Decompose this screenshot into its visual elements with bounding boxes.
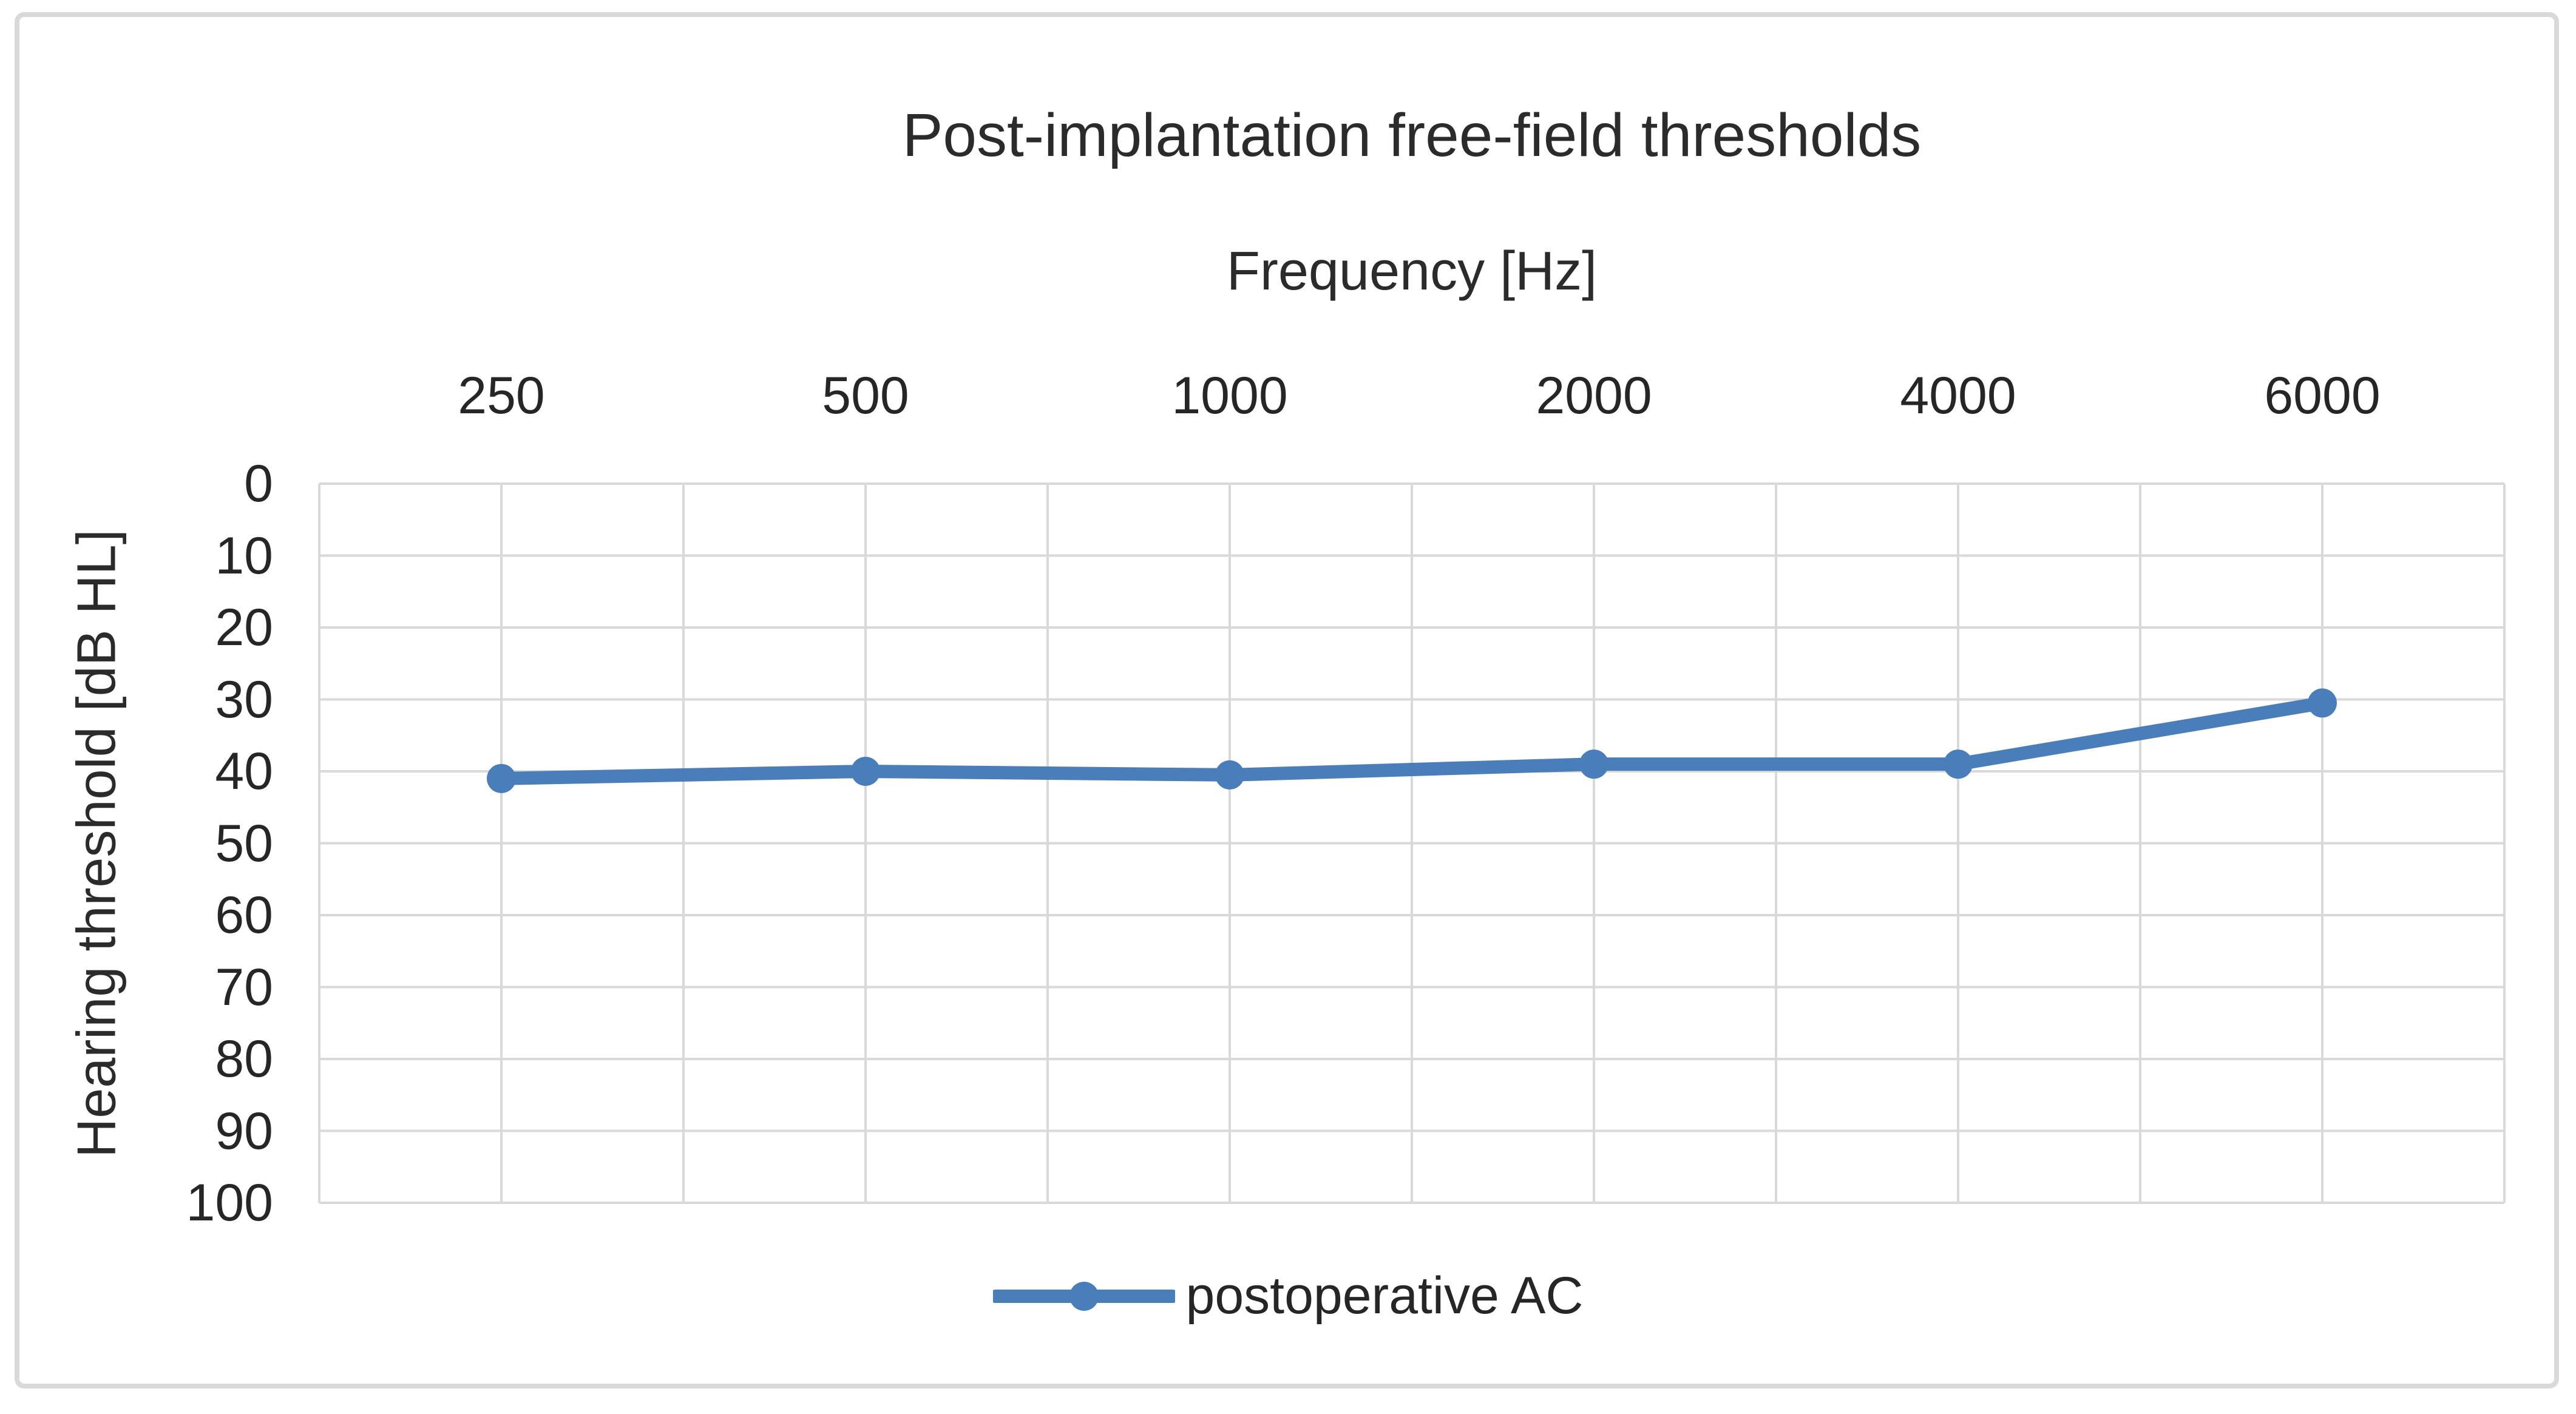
legend-marker-circle — [1069, 1281, 1099, 1311]
x-tick-label: 500 — [822, 367, 909, 425]
data-point-marker — [487, 763, 516, 793]
y-tick-label: 100 — [186, 1174, 274, 1232]
legend-series-label: postoperative AC — [1185, 1267, 1584, 1325]
data-point-marker — [1215, 760, 1244, 790]
x-tick-label: 4000 — [1900, 367, 2016, 425]
x-tick-label: 250 — [458, 367, 545, 425]
y-tick-label: 80 — [215, 1030, 273, 1088]
x-axis-title: Frequency [Hz] — [1226, 241, 1598, 302]
y-tick-label: 90 — [215, 1101, 273, 1160]
legend: postoperative AC — [0, 1266, 2576, 1326]
y-tick-label: 70 — [215, 958, 273, 1017]
data-point-marker — [851, 757, 880, 786]
y-tick-label: 50 — [215, 814, 273, 873]
y-tick-label: 10 — [215, 526, 273, 585]
y-tick-label: 20 — [215, 598, 273, 657]
y-tick-label: 60 — [215, 886, 273, 944]
legend-key — [992, 1281, 1175, 1311]
x-tick-label: 2000 — [1536, 367, 1652, 425]
data-point-marker — [1944, 749, 1973, 779]
chart-title: Post-implantation free-field thresholds — [902, 101, 1922, 169]
y-tick-label: 0 — [244, 455, 273, 513]
y-tick-label: 40 — [215, 742, 273, 800]
x-tick-label: 1000 — [1171, 367, 1288, 425]
x-tick-label: 6000 — [2264, 367, 2381, 425]
series-line — [495, 696, 2329, 785]
data-point-marker — [1579, 749, 1608, 779]
data-point-marker — [2308, 688, 2337, 718]
y-tick-label: 30 — [215, 670, 273, 729]
